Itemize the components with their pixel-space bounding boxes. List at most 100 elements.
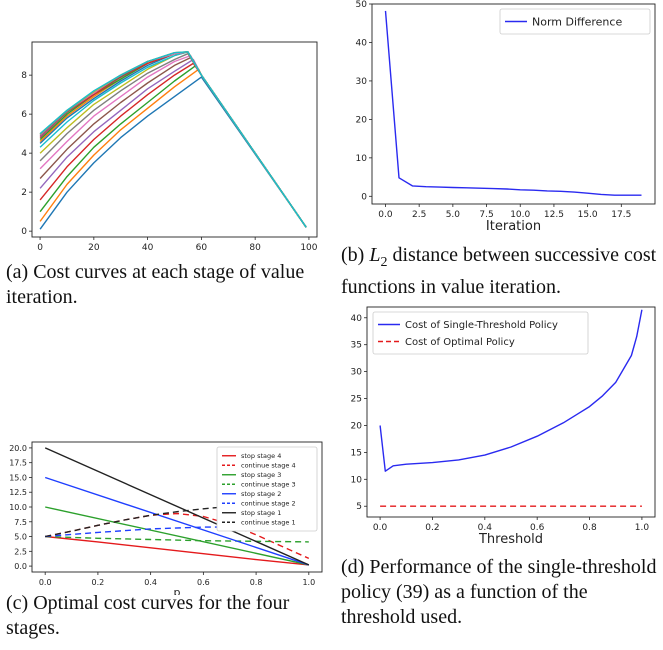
- series-line-a-9: [39, 51, 307, 228]
- series-line-a-18: [39, 51, 307, 228]
- x-tick-label: 5.0: [446, 210, 461, 220]
- series-line-a-16: [39, 51, 307, 228]
- legend-entry-label: Norm Difference: [532, 15, 622, 28]
- x-tick-label: 0.0: [378, 210, 393, 220]
- caption-d-text: (d) Performance of the single-threshold …: [341, 556, 657, 628]
- y-tick-label: 7.5: [14, 518, 27, 527]
- plot-frame: [31, 41, 318, 238]
- legend-box: [499, 8, 651, 35]
- series-line-c-4: [44, 476, 310, 566]
- chart-b-panel: 0.0 2.5 5.0 7.5 10.0 12.5 15.0 17.5 0 10 20 30 40 50 I…: [335, 0, 663, 240]
- series-line-a-13: [39, 51, 307, 228]
- caption-c-text: (c) Optimal cost curves for the four sta…: [6, 592, 290, 639]
- y-tick-label: 8: [21, 71, 27, 81]
- caption-b-rest: distance between successive cost functio…: [341, 244, 657, 298]
- legend-entry-label: stop stage 1: [241, 509, 281, 517]
- chart-c-panel: 0.0 0.2 0.4 0.6 0.8 1.0 0.0 2.5 5.0 7.5 10.0 12.5 15…: [0, 440, 330, 599]
- series-line-a-19: [39, 51, 307, 228]
- y-tick-label: 4: [21, 149, 27, 159]
- series-line-b-0: [384, 10, 642, 196]
- series-line-c-3: [45, 535, 309, 543]
- x-tick-label: 60: [196, 243, 208, 253]
- legend-entry-label: Cost of Single-Threshold Policy: [405, 320, 558, 331]
- caption-b-prefix: (b): [341, 244, 370, 266]
- series-line-a-1: [39, 68, 307, 228]
- x-tick-label: 2.5: [412, 210, 426, 220]
- x-tick-label: 10.0: [510, 210, 530, 220]
- chart-d-svg: 0.0 0.2 0.4 0.6 0.8 1.0 5 10 15 20 25 30 35 40 Thresho…: [351, 306, 656, 547]
- x-axis-label: Threshold: [478, 532, 543, 547]
- plot-frame: [371, 3, 656, 205]
- y-tick-label: 30: [356, 77, 368, 87]
- y-tick-label: 35: [351, 341, 362, 351]
- series-line-c-2: [45, 506, 309, 566]
- y-tick-label: 20: [356, 115, 368, 125]
- y-tick-label: 30: [351, 368, 363, 378]
- y-tick-label: 12.5: [9, 488, 27, 497]
- x-tick-label: 0.6: [197, 578, 210, 587]
- series-line-a-7: [39, 53, 307, 228]
- x-tick-label: 17.5: [611, 210, 631, 220]
- x-tick-label: 0.8: [250, 578, 263, 587]
- series-line-d-0: [379, 309, 643, 472]
- series-line-c-7: [45, 503, 257, 538]
- legend-entry-label: continue stage 3: [241, 481, 296, 489]
- y-tick-label: 40: [356, 38, 368, 48]
- x-tick-label: 40: [142, 243, 154, 253]
- y-tick-label: 0: [21, 227, 27, 237]
- y-tick-label: 5.0: [14, 533, 27, 542]
- chart-c-svg: 0.0 0.2 0.4 0.6 0.8 1.0 0.0 2.5 5.0 7.5 10.0 12.5 15…: [9, 441, 323, 599]
- legend-entry-label: continue stage 1: [241, 519, 296, 527]
- x-tick-label: 15.0: [578, 210, 598, 220]
- chart-a-panel: 0 20 40 60 80 100 0 2 4 6 8: [0, 0, 330, 260]
- plot-frame: [366, 306, 656, 518]
- y-tick-label: 10.0: [9, 503, 27, 512]
- legend-entry-label: continue stage 2: [241, 500, 296, 508]
- x-tick-label: 0.4: [478, 523, 493, 533]
- y-tick-label: 0: [361, 192, 367, 202]
- legend-box: [372, 311, 589, 355]
- legend-box: [216, 446, 318, 532]
- chart-a-svg: 0 20 40 60 80 100 0 2 4 6 8: [21, 41, 318, 253]
- y-tick-label: 25: [351, 395, 362, 405]
- y-tick-label: 50: [356, 0, 368, 10]
- x-tick-label: 0.8: [582, 523, 597, 533]
- series-line-c-6: [44, 447, 310, 566]
- series-line-a-15: [39, 51, 307, 228]
- caption-a-text: (a) Cost curves at each stage of value i…: [6, 261, 305, 308]
- x-tick-label: 0.0: [373, 523, 388, 533]
- x-tick-label: 0.2: [425, 523, 439, 533]
- series-line-a-5: [39, 56, 307, 228]
- x-tick-label: 0.6: [530, 523, 545, 533]
- y-tick-label: 2: [21, 188, 27, 198]
- y-tick-label: 2.5: [14, 547, 27, 556]
- caption-b: (b) L2 distance between successive cost …: [341, 243, 659, 300]
- legend-entry-label: stop stage 2: [241, 490, 281, 498]
- y-tick-label: 20.0: [9, 444, 27, 453]
- y-tick-label: 5: [356, 502, 362, 512]
- x-tick-label: 20: [88, 243, 100, 253]
- legend-entry-label: Cost of Optimal Policy: [405, 337, 515, 348]
- caption-b-math: L: [369, 244, 381, 266]
- y-tick-label: 17.5: [9, 459, 27, 468]
- x-tick-label: 80: [249, 243, 261, 253]
- series-line-a-8: [39, 51, 307, 228]
- chart-b-svg: 0.0 2.5 5.0 7.5 10.0 12.5 15.0 17.5 0 10 20 30 40 50 I…: [356, 0, 656, 234]
- x-tick-label: 0.4: [144, 578, 157, 587]
- y-tick-label: 15: [351, 448, 362, 458]
- series-line-a-10: [39, 51, 307, 228]
- x-tick-label: 12.5: [544, 210, 564, 220]
- y-tick-label: 15.0: [9, 473, 27, 482]
- series-line-a-12: [39, 51, 307, 228]
- series-line-a-4: [39, 58, 307, 228]
- legend-entry-label: continue stage 4: [241, 462, 296, 470]
- x-tick-label: 0.0: [39, 578, 52, 587]
- series-line-a-2: [39, 64, 307, 228]
- caption-b-sub: 2: [380, 255, 388, 270]
- series-line-a-14: [39, 51, 307, 228]
- series-line-a-11: [39, 51, 307, 228]
- x-tick-label: 1.0: [635, 523, 650, 533]
- chart-d-panel: 0.0 0.2 0.4 0.6 0.8 1.0 5 10 15 20 25 30 35 40 Thresho…: [335, 300, 663, 550]
- caption-a: (a) Cost curves at each stage of value i…: [6, 260, 326, 310]
- x-tick-label: 100: [300, 243, 317, 253]
